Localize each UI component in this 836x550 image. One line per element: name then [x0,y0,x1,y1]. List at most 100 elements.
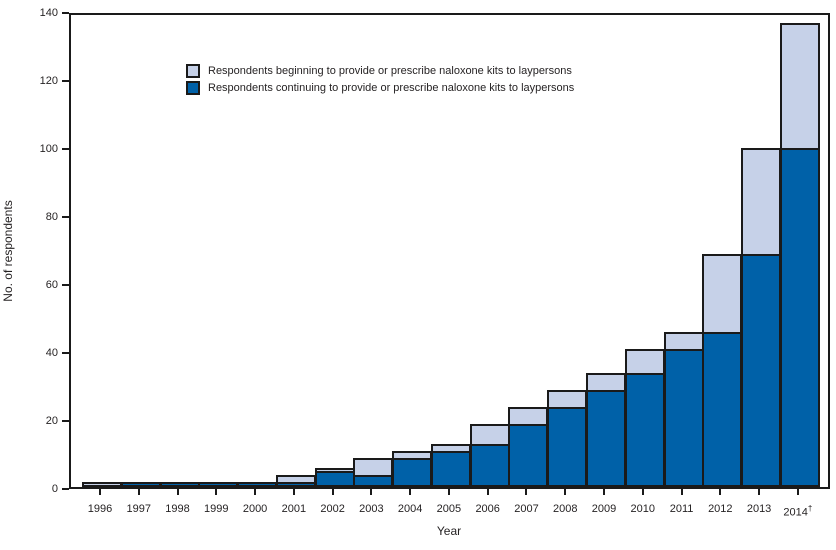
x-tick-2009 [603,489,605,495]
x-tick-label-2000: 2000 [242,503,268,515]
bar-2011-continuing-segment [664,349,704,487]
bar-2012-beginning-segment [702,253,742,334]
y-tick-label-60: 60 [45,278,58,291]
bar-2010 [625,349,665,487]
bar-2008 [547,389,587,487]
bar-2004-continuing-segment [392,457,432,487]
legend-swatch-beginning [186,64,200,78]
y-tick-label-0: 0 [51,482,58,495]
x-tick-label-2008: 2008 [552,503,578,515]
bar-2009 [586,372,626,487]
x-tick-1999 [215,489,218,495]
bar-1998 [160,481,200,487]
x-tick-1998 [176,489,179,495]
x-tick-label-2003: 2003 [359,503,384,515]
y-tick-label-40: 40 [45,346,58,359]
x-tick-label-1999: 1999 [204,503,229,515]
plot-area: Respondents beginning to provide or pres… [69,13,830,489]
x-tick-label-2005: 2005 [436,503,462,515]
x-tick-label-2009: 2009 [591,503,617,515]
x-tick-label-2013: 2013 [746,503,772,515]
x-axis-title: Year [436,524,462,538]
bar-2012-continuing-segment [702,332,742,487]
bar-2001-continuing-segment [276,481,316,487]
legend-label-beginning: Respondents beginning to provide or pres… [208,64,572,77]
y-tick-label-120: 120 [39,74,58,87]
bar-2009-continuing-segment [586,389,626,487]
bar-2014-beginning-segment [780,22,820,151]
bar-2001 [276,474,316,487]
y-tick-label-140: 140 [39,6,58,19]
bar-1996 [82,481,122,487]
bar-2007 [508,406,548,487]
x-tick-2000 [254,489,257,495]
bar-2003 [353,457,393,487]
y-axis-title: No. of respondents [1,200,15,302]
x-tick-label-2001: 2001 [281,503,307,515]
x-tick-label-2004: 2004 [397,503,423,515]
x-tick-2001 [292,489,295,495]
x-tick-1996 [99,489,101,495]
bar-1996-beginning-segment [82,481,122,487]
bar-1999 [198,481,238,487]
x-tick-2010 [641,489,644,495]
y-tick-60 [62,284,69,286]
bar-2013-beginning-segment [741,148,781,256]
x-tick-2011 [680,489,683,495]
y-tick-label-100: 100 [39,142,58,155]
bar-2014-continuing-segment [780,148,820,487]
y-tick-20 [62,420,69,422]
y-tick-100 [62,148,69,150]
bar-1998-continuing-segment [160,481,200,487]
bar-2007-continuing-segment [508,423,548,487]
y-tick-120 [62,80,69,82]
bar-2005-continuing-segment [431,451,471,487]
x-tick-2007 [525,489,528,495]
x-tick-label-2014: 2014† [783,504,813,519]
bars-layer [71,15,828,487]
legend: Respondents beginning to provide or pres… [186,64,574,95]
x-tick-label-2010: 2010 [630,503,655,515]
bar-1997 [121,481,161,487]
dagger-footnote-marker: † [807,504,813,513]
bar-2000-continuing-segment [237,481,277,487]
bar-2000 [237,481,277,487]
bar-2013-continuing-segment [741,253,781,487]
bar-2012 [702,253,742,487]
y-tick-label-80: 80 [45,210,58,223]
x-tick-label-1996: 1996 [87,503,113,515]
bar-2010-beginning-segment [625,349,665,375]
legend-item-continuing: Respondents continuing to provide or pre… [186,81,574,95]
x-tick-2008 [564,489,567,495]
bar-1997-continuing-segment [121,481,161,487]
x-tick-label-2012: 2012 [708,503,733,515]
bar-2010-continuing-segment [625,372,665,487]
bar-2008-continuing-segment [547,406,587,487]
x-tick-2003 [370,489,373,495]
x-tick-2013 [758,489,761,495]
x-tick-2002 [331,489,334,495]
x-tick-label-2011: 2011 [669,503,694,515]
x-tick-1997 [137,489,140,495]
x-tick-2014 [796,489,799,495]
x-tick-label-1997: 1997 [126,503,151,515]
y-tick-0 [62,488,69,490]
bar-2006 [470,423,510,487]
legend-item-beginning: Respondents beginning to provide or pres… [186,64,574,78]
x-tick-label-2002: 2002 [320,503,345,515]
bar-2002 [315,468,355,487]
bar-2006-beginning-segment [470,423,510,447]
bar-2013 [741,148,781,487]
bar-2006-continuing-segment [470,444,510,487]
legend-label-continuing: Respondents continuing to provide or pre… [208,81,575,94]
x-tick-label-1998: 1998 [165,503,190,515]
legend-swatch-continuing [186,81,200,95]
bar-2011 [664,332,704,487]
bar-2005 [431,444,471,487]
bar-2002-continuing-segment [315,471,355,487]
bar-2014 [780,22,820,487]
x-tick-2004 [409,489,412,495]
y-tick-label-20: 20 [45,414,58,427]
y-tick-140 [62,12,69,14]
